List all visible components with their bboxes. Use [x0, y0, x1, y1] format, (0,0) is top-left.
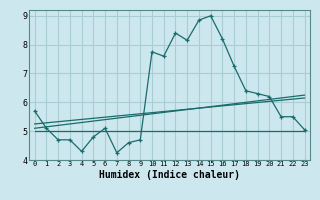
- X-axis label: Humidex (Indice chaleur): Humidex (Indice chaleur): [99, 170, 240, 180]
